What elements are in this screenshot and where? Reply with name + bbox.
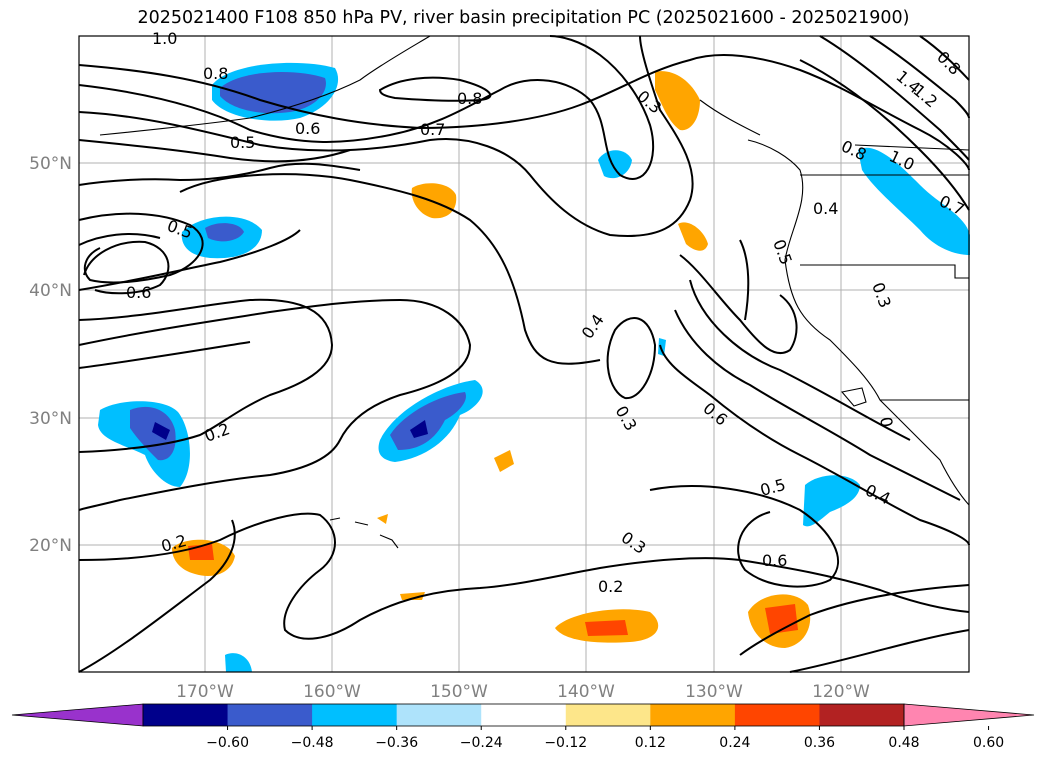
map-frame [78,35,970,673]
colorbar-border [142,703,905,727]
contour-label: 0.2 [598,577,623,596]
colorbar-segment [734,704,820,726]
colorbar-segment [312,704,398,726]
colorbar-tick-label: −0.12 [544,735,587,751]
colorbar-segment [227,704,313,726]
contour-label: 0 [876,415,896,428]
lat-labels: 50°N 40°N 30°N 20°N [29,154,72,556]
contour-label: 0.6 [295,119,320,138]
contour-label: 0.6 [762,551,787,570]
lon-labels: 170°W 160°W 150°W 140°W 130°W 120°W [176,682,870,702]
lon-label: 170°W [176,682,234,702]
colorbar-extend-high [903,703,1035,727]
contour-label: 0.6 [126,283,151,302]
colorbar-segment [396,704,482,726]
colorbar-tick-label: −0.24 [460,735,503,751]
colorbar: −0.60 −0.48 −0.36 −0.24 −0.12 0.12 0.24 0.36 0.4… [11,703,1035,751]
colorbar-tick-label: 0.24 [719,735,750,751]
lat-label: 30°N [29,409,72,429]
lon-label: 150°W [430,682,488,702]
pv-contours [78,35,970,673]
lat-label: 50°N [29,154,72,174]
lon-label: 160°W [303,682,361,702]
gridlines [79,36,969,672]
colorbar-tick-label: 0.60 [973,735,1004,751]
colorbar-tick-label: 0.12 [635,735,666,751]
contour-label: 1.0 [152,29,177,48]
colorbar-tick-label: −0.60 [206,735,249,751]
lon-label: 140°W [557,682,615,702]
lon-label: 130°W [685,682,743,702]
contour-label: 0.8 [203,64,228,83]
colorbar-segment [481,704,567,726]
contour-labels: 1.0 0.8 0.8 0.7 0.6 0.5 0.5 0.6 0.4 0.3 … [126,29,967,596]
contour-label: 0.8 [457,89,482,108]
colorbar-segment [143,704,229,726]
contour-label: 0.4 [813,199,838,218]
colorbar-segment [565,704,651,726]
colorbar-tick-label: −0.48 [291,735,334,751]
colorbar-segment [650,704,736,726]
colorbar-tick-label: −0.36 [375,735,418,751]
contour-label: 0.7 [420,120,445,139]
lat-label: 20°N [29,536,72,556]
colorbar-tick-label: 0.48 [888,735,919,751]
contour-label: 0.5 [230,133,255,152]
lon-label: 120°W [812,682,870,702]
colorbar-tick-label: 0.36 [804,735,835,751]
precip-negative [98,62,970,672]
lat-label: 40°N [29,281,72,301]
map-title: 2025021400 F108 850 hPa PV, river basin … [137,8,910,28]
coastlines [99,35,970,549]
precip-positive [172,71,811,648]
colorbar-extend-low [11,703,144,727]
colorbar-segment [819,704,905,726]
